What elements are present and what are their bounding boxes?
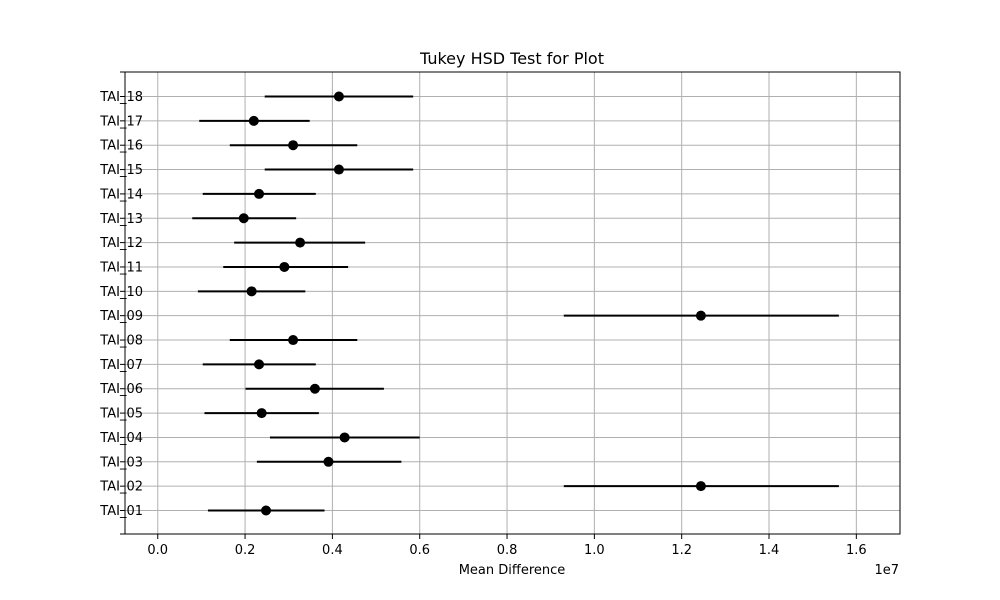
- y-tick-label: TAI_13: [99, 212, 143, 227]
- mean-point: [248, 115, 259, 126]
- mean-point: [339, 432, 350, 443]
- x-tick-label: 0.6: [409, 543, 430, 558]
- plot-frame: [124, 71, 901, 535]
- y-tick-label: TAI_08: [99, 334, 143, 349]
- mean-point: [261, 505, 272, 516]
- confidence-interval-layer: [192, 95, 839, 512]
- x-tick-label: 0.4: [322, 543, 343, 558]
- y-tick-label: TAI_03: [99, 455, 143, 470]
- mean-point: [246, 286, 257, 297]
- mean-point: [254, 359, 265, 370]
- mean-point: [238, 213, 249, 224]
- chart-title: Tukey HSD Test for Plot: [419, 49, 604, 68]
- mean-point: [309, 383, 320, 394]
- x-tick-label: 0.2: [235, 543, 256, 558]
- mean-point: [295, 237, 306, 248]
- mean-point: [256, 408, 267, 419]
- mean-point: [323, 456, 334, 467]
- y-tick-label: TAI_17: [99, 114, 143, 129]
- y-tick-label: TAI_14: [99, 187, 143, 202]
- y-tick-label: TAI_18: [99, 90, 143, 105]
- y-tick-label: TAI_04: [99, 431, 143, 446]
- y-tick-label: TAI_12: [99, 236, 143, 251]
- mean-point: [288, 140, 299, 151]
- x-axis-label: Mean Difference: [459, 563, 566, 578]
- x-tick-label: 0.0: [147, 543, 168, 558]
- y-tick-label: TAI_16: [99, 139, 143, 154]
- y-tick-label: TAI_01: [99, 504, 143, 519]
- mean-point-layer: [238, 91, 706, 516]
- mean-point: [279, 261, 290, 272]
- x-axis-offset-label: 1e7: [874, 563, 899, 578]
- y-tick-label: TAI_07: [99, 358, 143, 373]
- x-tick-label: 1.2: [671, 543, 692, 558]
- y-tick-label: TAI_05: [99, 407, 143, 422]
- y-tick-label: TAI_06: [99, 382, 143, 397]
- y-tick-label: TAI_15: [99, 163, 143, 178]
- y-tick-label: TAI_11: [99, 260, 143, 275]
- x-tick-label: 0.8: [497, 543, 518, 558]
- y-tick-label: TAI_02: [99, 480, 143, 495]
- mean-point: [254, 188, 265, 199]
- x-tick-label: 1.4: [759, 543, 780, 558]
- mean-point: [333, 164, 344, 175]
- y-tick-label: TAI_09: [99, 309, 143, 324]
- y-tick-label: TAI_10: [99, 285, 143, 300]
- mean-point: [695, 310, 706, 321]
- grid-layer: [125, 72, 900, 534]
- x-tick-label: 1.6: [846, 543, 867, 558]
- mean-point: [695, 481, 706, 492]
- mean-point: [333, 91, 344, 102]
- mean-point: [288, 335, 299, 346]
- axis-layer: 0.0 0.2 0.4 0.6 0.8 1.0 1.2 1.4 1.6 TAI_18 TAI_17 T…: [99, 71, 901, 558]
- x-tick-label: 1.0: [584, 543, 605, 558]
